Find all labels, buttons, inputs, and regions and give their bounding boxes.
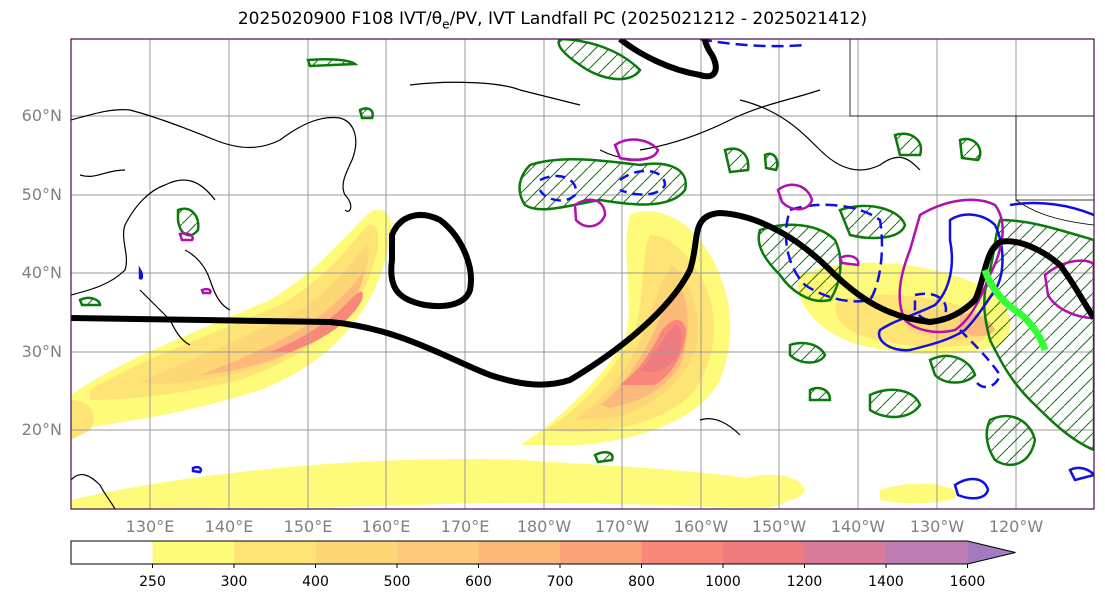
colorbar-tick-label: 700 bbox=[546, 574, 574, 590]
colorbar-tick-label: 1000 bbox=[705, 574, 741, 590]
lon-label: 150°W bbox=[751, 517, 807, 536]
lon-label: 150°E bbox=[283, 517, 333, 536]
lon-label: 130°W bbox=[909, 517, 965, 536]
colorbar-extend-arrow bbox=[967, 541, 1016, 564]
colorbar-bin bbox=[234, 541, 316, 564]
colorbar-bin bbox=[71, 541, 153, 564]
colorbar-bin bbox=[641, 541, 724, 564]
lon-label: 130°E bbox=[125, 517, 175, 536]
lat-label: 60°N bbox=[21, 106, 62, 125]
blue-contours bbox=[138, 39, 1094, 500]
colorbar-tick-label: 250 bbox=[139, 574, 166, 590]
map-frame bbox=[70, 38, 1095, 510]
colorbar-tick-label: 600 bbox=[465, 574, 492, 590]
colorbar-bin bbox=[723, 541, 805, 564]
colorbar-tick-label: 400 bbox=[302, 574, 329, 590]
lat-label: 40°N bbox=[21, 263, 62, 282]
lon-label: 140°W bbox=[830, 517, 886, 536]
lon-label: 170°W bbox=[594, 517, 650, 536]
colorbar-bin bbox=[804, 541, 887, 564]
pv-contours bbox=[71, 39, 1094, 388]
lon-label: 140°E bbox=[204, 517, 254, 536]
lat-label: 30°N bbox=[21, 342, 62, 361]
ivt-landfall-line bbox=[981, 268, 1049, 352]
colorbar-tick-label: 500 bbox=[383, 574, 411, 590]
colorbar-bin bbox=[478, 541, 561, 564]
lat-label: 50°N bbox=[21, 185, 62, 204]
colorbar-outline bbox=[70, 540, 1016, 565]
colorbar-bin bbox=[886, 541, 968, 564]
lon-label: 160°W bbox=[673, 517, 729, 536]
lat-label: 20°N bbox=[21, 420, 62, 439]
colorbar-bin bbox=[315, 541, 398, 564]
lon-label: 170°E bbox=[440, 517, 490, 536]
colorbar-tick-label: 1200 bbox=[786, 574, 823, 590]
lon-label: 180°W bbox=[516, 517, 572, 536]
colorbar-bin bbox=[560, 541, 642, 564]
lon-label: 160°E bbox=[361, 517, 411, 536]
colorbar-bin bbox=[152, 541, 235, 564]
colorbar-tick-label: 1400 bbox=[868, 574, 904, 590]
colorbar-bin bbox=[397, 541, 479, 564]
colorbar-tick-label: 1600 bbox=[949, 574, 986, 590]
colorbar-tick-label: 300 bbox=[220, 574, 248, 590]
figure-title: 2025020900 F108 IVT/θe/PV, IVT Landfall … bbox=[237, 9, 868, 32]
lon-label: 120°W bbox=[988, 517, 1044, 536]
colorbar-tick-label: 800 bbox=[628, 574, 655, 590]
magenta-contours bbox=[178, 138, 1094, 334]
colorbar bbox=[70, 540, 1016, 568]
